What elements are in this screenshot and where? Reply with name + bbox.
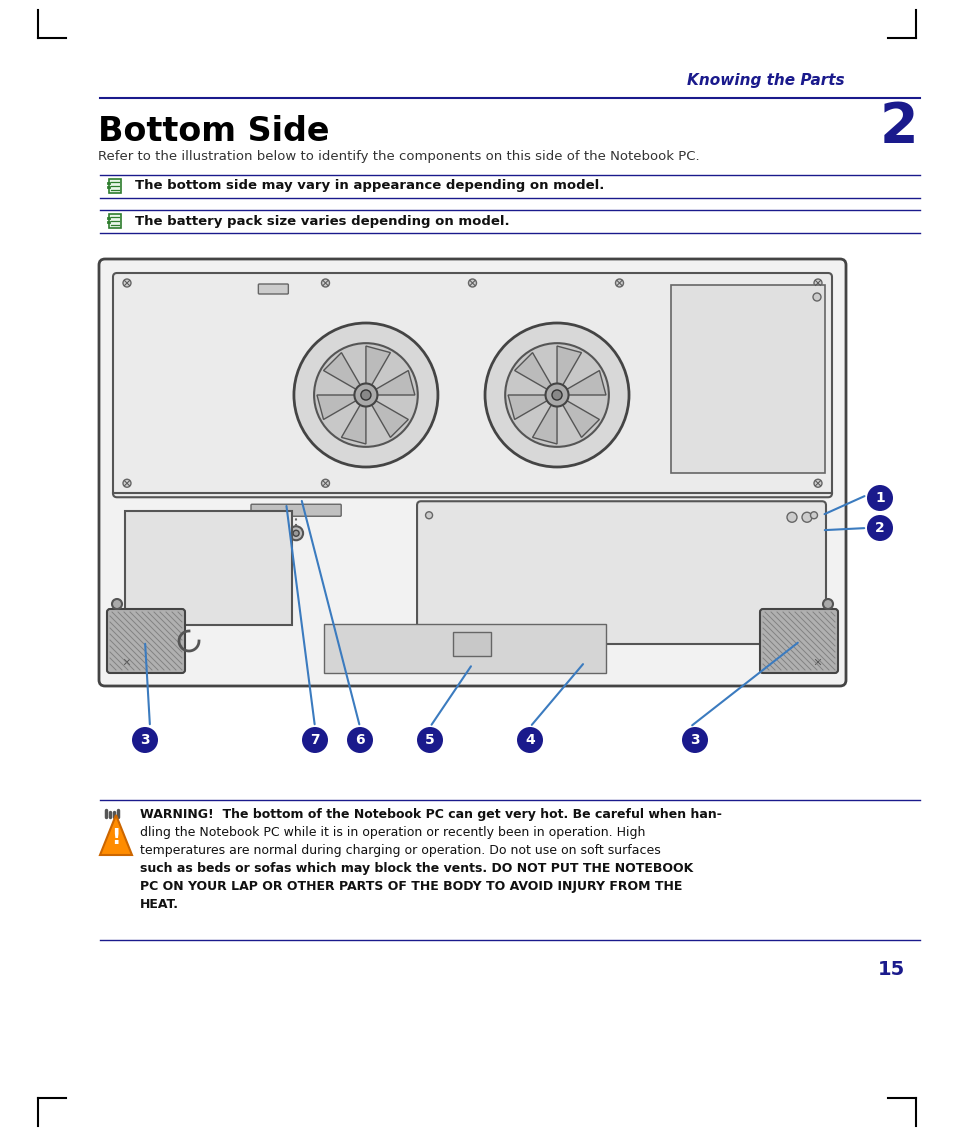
FancyBboxPatch shape: [251, 504, 341, 516]
Polygon shape: [562, 400, 598, 437]
Text: !: !: [112, 828, 121, 847]
Circle shape: [302, 727, 328, 753]
Text: Refer to the illustration below to identify the components on this side of the N: Refer to the illustration below to ident…: [98, 150, 699, 162]
Circle shape: [293, 531, 299, 536]
Polygon shape: [100, 815, 132, 855]
Text: 3: 3: [689, 733, 700, 747]
Circle shape: [468, 279, 476, 287]
FancyBboxPatch shape: [110, 179, 120, 193]
Circle shape: [786, 512, 796, 523]
Circle shape: [505, 343, 608, 446]
Circle shape: [321, 479, 329, 487]
Text: temperatures are normal during charging or operation. Do not use on soft surface: temperatures are normal during charging …: [140, 844, 660, 857]
Circle shape: [321, 279, 329, 287]
Circle shape: [866, 485, 892, 511]
Circle shape: [132, 727, 158, 753]
Polygon shape: [323, 352, 360, 390]
Polygon shape: [532, 404, 557, 444]
Circle shape: [517, 727, 542, 753]
FancyBboxPatch shape: [258, 284, 288, 294]
Polygon shape: [316, 395, 356, 419]
Polygon shape: [557, 346, 581, 385]
Text: dling the Notebook PC while it is in operation or recently been in operation. Hi: dling the Notebook PC while it is in ope…: [140, 826, 644, 840]
Polygon shape: [514, 352, 551, 390]
Polygon shape: [371, 400, 408, 437]
Circle shape: [416, 727, 442, 753]
Circle shape: [615, 279, 623, 287]
Circle shape: [552, 390, 561, 400]
Circle shape: [813, 658, 821, 666]
Text: 6: 6: [355, 733, 364, 747]
Circle shape: [545, 384, 568, 407]
Text: PC ON YOUR LAP OR OTHER PARTS OF THE BODY TO AVOID INJURY FROM THE: PC ON YOUR LAP OR OTHER PARTS OF THE BOD…: [140, 880, 681, 893]
Circle shape: [812, 293, 821, 301]
Circle shape: [123, 279, 131, 287]
Circle shape: [810, 511, 817, 519]
Text: 5: 5: [425, 733, 435, 747]
Text: 7: 7: [310, 733, 319, 747]
Polygon shape: [566, 370, 605, 395]
Text: 3: 3: [140, 733, 150, 747]
Circle shape: [314, 343, 417, 446]
Circle shape: [354, 384, 377, 407]
FancyBboxPatch shape: [112, 273, 831, 498]
Circle shape: [484, 323, 628, 467]
Circle shape: [813, 279, 821, 287]
Text: 2: 2: [874, 521, 884, 535]
Circle shape: [822, 599, 832, 609]
Polygon shape: [508, 395, 547, 419]
FancyBboxPatch shape: [760, 609, 837, 673]
Circle shape: [289, 526, 303, 541]
FancyBboxPatch shape: [99, 259, 845, 686]
Text: 4: 4: [524, 733, 535, 747]
Circle shape: [123, 658, 131, 666]
Text: The battery pack size varies depending on model.: The battery pack size varies depending o…: [135, 215, 509, 227]
Text: 1: 1: [874, 491, 884, 506]
Circle shape: [425, 511, 432, 519]
Circle shape: [425, 626, 432, 634]
Text: such as beds or sofas which may block the vents. DO NOT PUT THE NOTEBOOK: such as beds or sofas which may block th…: [140, 862, 693, 875]
Circle shape: [813, 479, 821, 487]
Circle shape: [347, 727, 373, 753]
Polygon shape: [341, 404, 366, 444]
FancyBboxPatch shape: [453, 632, 491, 655]
FancyBboxPatch shape: [125, 511, 293, 625]
Circle shape: [801, 512, 811, 523]
Circle shape: [123, 479, 131, 487]
Polygon shape: [366, 346, 390, 385]
Circle shape: [866, 515, 892, 541]
Circle shape: [681, 727, 707, 753]
FancyBboxPatch shape: [110, 214, 120, 228]
Text: Bottom Side: Bottom Side: [98, 115, 329, 148]
Circle shape: [810, 626, 817, 634]
FancyBboxPatch shape: [416, 501, 825, 644]
FancyBboxPatch shape: [670, 285, 824, 474]
Text: WARNING!  The bottom of the Notebook PC can get very hot. Be careful when han-: WARNING! The bottom of the Notebook PC c…: [140, 808, 721, 821]
Text: 15: 15: [877, 960, 904, 979]
Circle shape: [360, 390, 371, 400]
FancyBboxPatch shape: [324, 624, 605, 673]
Circle shape: [294, 323, 437, 467]
Text: The bottom side may vary in appearance depending on model.: The bottom side may vary in appearance d…: [135, 179, 604, 192]
Polygon shape: [375, 370, 415, 395]
Circle shape: [112, 599, 122, 609]
FancyBboxPatch shape: [107, 609, 185, 673]
Text: Knowing the Parts: Knowing the Parts: [687, 73, 844, 87]
Text: 2: 2: [879, 100, 917, 154]
Text: HEAT.: HEAT.: [140, 897, 179, 911]
